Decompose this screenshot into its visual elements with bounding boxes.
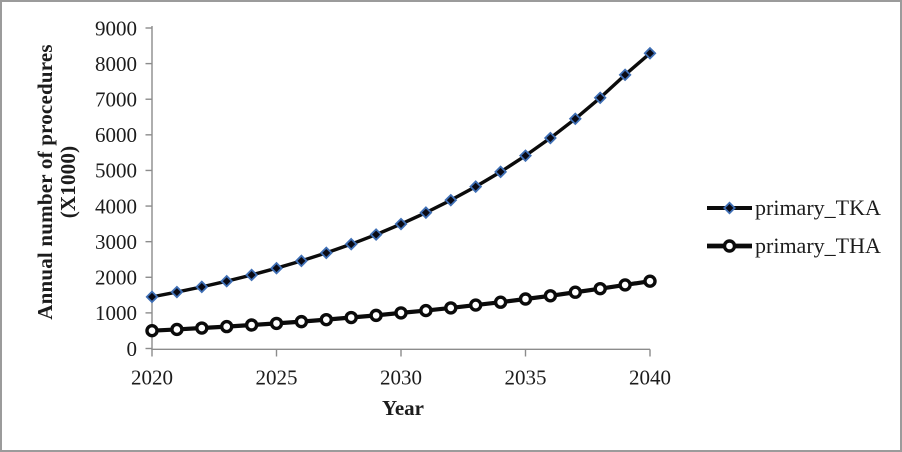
- diamond-data-point: [195, 280, 209, 294]
- y-tick-label: 2000: [95, 266, 137, 290]
- legend-label-primary-tka: primary_TKA: [755, 195, 881, 220]
- y-tick-label: 8000: [95, 52, 137, 76]
- y-axis-title-line1: Annual number of procedures: [33, 44, 57, 320]
- x-tick-label: 2025: [256, 366, 298, 390]
- diamond-data-point: [543, 131, 557, 145]
- circle-data-point: [444, 301, 458, 315]
- diamond-data-point: [519, 149, 532, 163]
- y-tick-label: 7000: [95, 88, 137, 112]
- diamond-data-point: [145, 290, 159, 304]
- diamond-data-point: [494, 165, 508, 179]
- y-axis-title: Annual number of procedures (X1000): [33, 12, 80, 352]
- diamond-data-point: [394, 217, 408, 231]
- diamond-data-point: [643, 46, 657, 60]
- circle-data-point: [419, 303, 433, 318]
- diamond-data-point: [319, 246, 333, 260]
- circle-data-point: [593, 281, 607, 296]
- circle-data-point: [369, 308, 383, 323]
- diamond-data-point: [220, 274, 234, 288]
- diamond-data-point: [444, 193, 458, 207]
- y-tick-label: 6000: [95, 123, 137, 147]
- circle-data-point: [618, 278, 632, 292]
- circle-data-point: [145, 323, 159, 338]
- circle-data-point: [469, 298, 483, 312]
- circle-data-point: [394, 306, 408, 320]
- diamond-data-point: [419, 206, 433, 220]
- diamond-data-point: [618, 68, 632, 82]
- x-axis-title: Year: [382, 396, 424, 420]
- y-tick-label: 5000: [95, 159, 137, 183]
- diamond-data-point: [270, 261, 283, 275]
- diamond-data-point: [369, 228, 383, 242]
- legend-label-primary-tha: primary_THA: [755, 233, 881, 258]
- diamond-data-point: [593, 91, 607, 105]
- circle-data-point: [319, 312, 333, 327]
- circle-data-point: [294, 314, 309, 329]
- circle-data-point: [722, 239, 737, 253]
- diamond-data-point: [170, 285, 184, 299]
- circle-data-point: [269, 316, 284, 331]
- legend-item-primary-tha: primary_THA: [707, 231, 881, 261]
- x-tick-label: 2030: [380, 366, 422, 390]
- x-tick-label: 2040: [629, 366, 671, 390]
- diamond-data-point: [723, 201, 736, 215]
- y-tick-label: 0: [127, 337, 138, 361]
- circle-data-point: [643, 274, 657, 288]
- circle-data-point: [344, 310, 358, 325]
- circle-data-point: [518, 292, 533, 306]
- diamond-data-point: [568, 112, 582, 126]
- legend-item-primary-tka: primary_TKA: [707, 193, 881, 223]
- circle-data-point: [244, 318, 259, 332]
- y-axis-title-line2: (X1000): [56, 145, 80, 219]
- y-tick-label: 9000: [95, 16, 137, 40]
- diamond-data-point: [245, 268, 259, 282]
- y-tick-label: 1000: [95, 301, 137, 325]
- circle-data-point: [219, 319, 234, 334]
- y-tick-label: 4000: [95, 194, 137, 218]
- x-tick-label: 2035: [505, 366, 547, 390]
- circle-data-point: [543, 289, 558, 303]
- series-line-primary_TKA: [151, 51, 652, 299]
- diamond-data-point: [294, 254, 308, 268]
- x-tick-label: 2020: [131, 366, 173, 390]
- circle-data-point: [195, 321, 209, 335]
- diamond-data-point: [344, 237, 358, 251]
- y-tick-label: 3000: [95, 230, 137, 254]
- circle-marker-icon: [707, 239, 752, 253]
- diamond-data-point: [469, 180, 483, 194]
- circle-data-point: [568, 285, 582, 299]
- circle-data-point: [493, 295, 508, 309]
- circle-data-point: [170, 322, 184, 337]
- legend: primary_TKA primary_THA: [707, 193, 881, 269]
- diamond-marker-icon: [707, 201, 752, 215]
